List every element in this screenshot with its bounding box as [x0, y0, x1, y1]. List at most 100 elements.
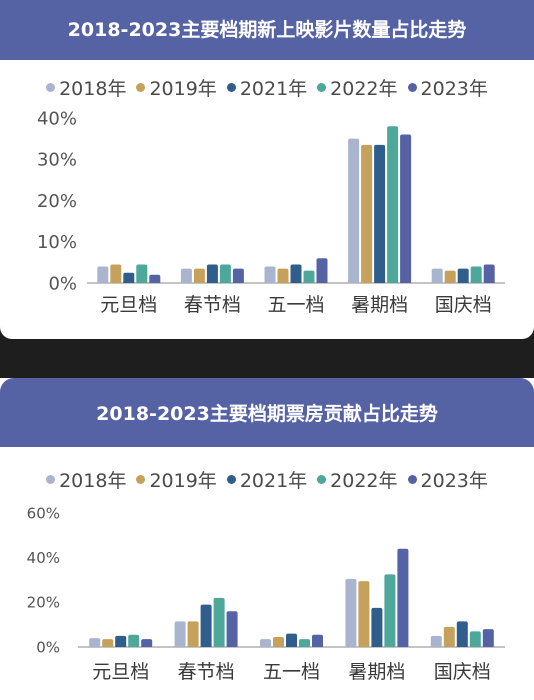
- legend-item-2019: 2019年: [136, 74, 217, 101]
- bar: [290, 264, 302, 283]
- bar: [97, 266, 109, 283]
- bar: [358, 581, 370, 647]
- x-category-label: 暑期档: [348, 661, 405, 683]
- x-category-label: 元旦档: [100, 294, 157, 316]
- legend-label: 2021年: [239, 78, 308, 100]
- bar: [457, 268, 469, 283]
- bar: [136, 264, 148, 283]
- x-category-label: 春节档: [184, 294, 241, 316]
- legend-swatch: [136, 83, 146, 92]
- legend-item-2018: 2018年: [46, 466, 126, 493]
- legend-swatch: [136, 475, 146, 484]
- legend-item-2022: 2022年: [317, 466, 398, 493]
- bar: [206, 264, 218, 283]
- y-tick-label: 20%: [27, 594, 60, 612]
- bar: [348, 138, 360, 283]
- legend-item-2018: 2018年: [46, 74, 126, 101]
- bar: [456, 621, 468, 647]
- legend-swatch: [407, 475, 417, 484]
- legend-item-2023: 2023年: [407, 74, 488, 101]
- legend-item-2019: 2019年: [136, 466, 217, 493]
- bar: [110, 264, 122, 283]
- bar: [115, 635, 127, 647]
- bar-chart-box-office: 0% 20% 40% 60% 元旦档 春节档 五一档 暑期档 国庆档: [27, 504, 505, 683]
- bar: [299, 639, 310, 647]
- bar: [397, 548, 409, 647]
- bar: [219, 264, 231, 283]
- bar: [273, 636, 284, 647]
- bar: [180, 268, 192, 283]
- chart-card-box-office: 2018-2023主要档期票房贡献占比走势 2018年 2019年 2021年 …: [0, 378, 534, 700]
- bar: [387, 126, 399, 283]
- legend-label: 2023年: [420, 78, 488, 100]
- y-tick-label: 60%: [27, 504, 60, 522]
- legend-item-2021: 2021年: [226, 74, 308, 101]
- x-category-label: 国庆档: [435, 294, 492, 316]
- bar: [187, 621, 199, 647]
- legend-swatch: [317, 83, 327, 92]
- bar: [264, 266, 276, 283]
- bar: [200, 604, 212, 647]
- bar: [303, 270, 315, 283]
- y-tick-label: 0%: [48, 273, 77, 294]
- legend-swatch: [226, 83, 236, 92]
- x-category-label: 五一档: [267, 294, 324, 316]
- legend-swatch: [407, 83, 417, 92]
- bar: [232, 268, 244, 283]
- legend-label: 2019年: [149, 78, 217, 100]
- y-tick-label: 0%: [36, 638, 60, 656]
- bar: [226, 611, 238, 647]
- bar: [277, 268, 289, 283]
- bar: [400, 134, 412, 283]
- x-category-label: 元旦档: [92, 661, 149, 683]
- bar: [483, 264, 495, 283]
- bar: [345, 578, 357, 647]
- bar: [469, 631, 481, 647]
- legend-item-2023: 2023年: [407, 466, 488, 493]
- legend-label: 2019年: [149, 470, 217, 492]
- y-tick-label: 40%: [37, 108, 77, 129]
- y-tick-label: 20%: [37, 191, 77, 212]
- legend-item-2021: 2021年: [226, 466, 308, 493]
- bar: [316, 258, 328, 283]
- bar: [430, 635, 442, 647]
- bar-chart-new-films: 0% 10% 20% 30% 40% 元旦档 春节档 五一档 暑期档 国庆档: [37, 108, 505, 316]
- x-category-label: 国庆档: [434, 661, 491, 683]
- bar: [141, 639, 153, 647]
- bar: [443, 626, 455, 647]
- bar: [361, 144, 373, 283]
- legend-swatch: [226, 475, 236, 484]
- x-category-label: 五一档: [263, 661, 320, 683]
- bar: [102, 639, 114, 647]
- legend-label: 2022年: [330, 470, 398, 492]
- chart-legend: 2018年 2019年 2021年 2022年 2023年: [0, 74, 534, 101]
- bar: [384, 574, 396, 647]
- y-tick-label: 10%: [37, 232, 77, 253]
- bar: [213, 597, 225, 647]
- bar: [470, 266, 482, 283]
- bar: [89, 638, 101, 647]
- bar: [431, 268, 443, 283]
- chart-title: 2018-2023主要档期票房贡献占比走势: [0, 378, 534, 447]
- legend-item-2022: 2022年: [317, 74, 398, 101]
- bar: [374, 144, 386, 283]
- y-tick-label: 30%: [37, 150, 77, 171]
- legend-label: 2021年: [239, 470, 308, 492]
- legend-swatch: [46, 83, 56, 92]
- chart-legend: 2018年 2019年 2021年 2022年 2023年: [0, 466, 534, 493]
- legend-label: 2022年: [330, 78, 398, 100]
- bar: [371, 607, 383, 647]
- bar: [444, 270, 456, 283]
- chart-card-new-films: 2018-2023主要档期新上映影片数量占比走势 2018年 2019年 202…: [0, 0, 534, 339]
- bar: [174, 621, 186, 647]
- legend-swatch: [46, 475, 56, 484]
- chart-title: 2018-2023主要档期新上映影片数量占比走势: [0, 0, 534, 60]
- separator-band: [0, 339, 534, 378]
- bar: [128, 634, 140, 647]
- x-category-label: 暑期档: [351, 294, 408, 316]
- legend-label: 2018年: [59, 470, 127, 492]
- bar: [482, 629, 494, 647]
- bar: [286, 633, 297, 647]
- bar: [123, 272, 135, 283]
- bar: [149, 274, 161, 283]
